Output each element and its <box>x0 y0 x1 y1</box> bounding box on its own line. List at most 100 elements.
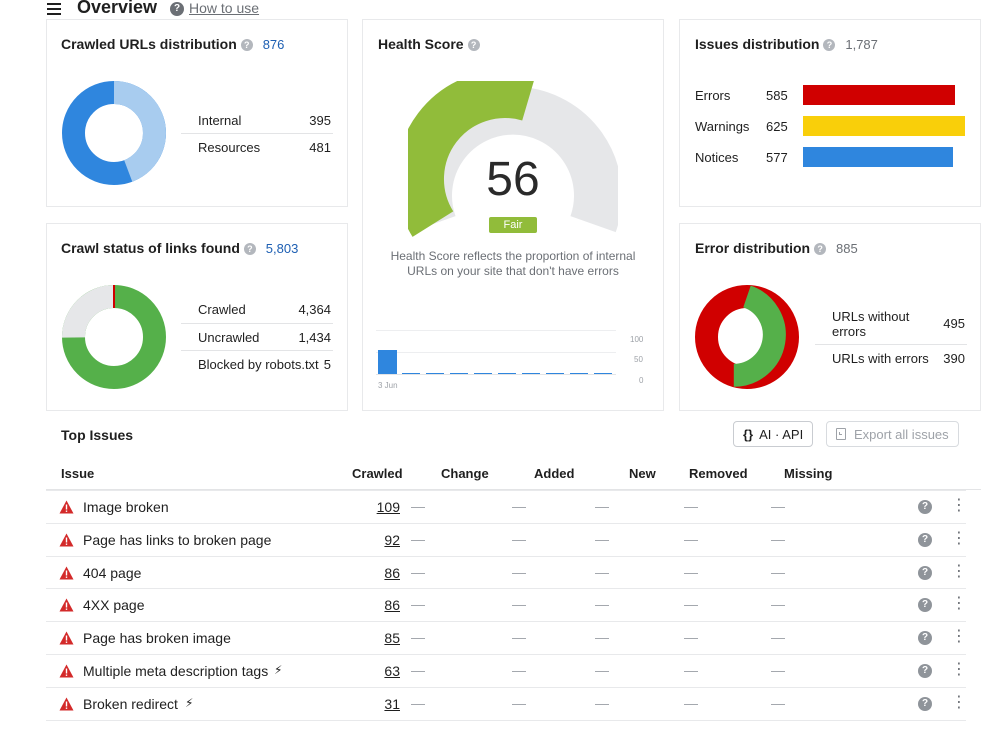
crawled-count-link[interactable]: 31 <box>384 695 400 712</box>
table-row[interactable]: Page has broken image 85 — — — — —? ⋮ <box>46 621 967 654</box>
how-to-use-link[interactable]: How to use <box>189 0 260 16</box>
help-icon[interactable]: ? <box>918 696 932 711</box>
legend-label-urls-with-errors: URLs with errors <box>832 351 929 366</box>
column-added[interactable]: Added <box>534 466 575 481</box>
warnings-label: Warnings <box>695 119 750 134</box>
empty-cell: — <box>411 498 425 514</box>
help-icon[interactable]: ? <box>918 565 932 580</box>
more-options-icon[interactable]: ⋮ <box>951 693 967 711</box>
health-date-label: 3 Jun <box>378 381 398 390</box>
table-row[interactable]: Page has links to broken page 92 — — — — —? ⋮ <box>46 522 967 556</box>
warnings-count[interactable]: 625 <box>766 119 788 134</box>
empty-cell: — <box>411 629 425 646</box>
crawled-count-link[interactable]: 92 <box>384 531 400 548</box>
warning-icon <box>59 500 74 514</box>
table-row[interactable]: 404 page 86 — — — — —? ⋮ <box>46 555 967 589</box>
issue-name[interactable]: Page has broken image <box>83 630 231 647</box>
help-icon[interactable]: ? <box>467 39 480 51</box>
table-row[interactable]: Broken redirect ⚡︎ 31 — — — — —? ⋮ <box>46 686 967 720</box>
export-all-issues-button[interactable]: Export all issues <box>826 421 959 447</box>
crawled-count-link[interactable]: 85 <box>384 630 400 647</box>
empty-cell: — <box>595 629 609 646</box>
empty-cell: — <box>684 498 698 514</box>
legend-value-internal[interactable]: 395 <box>309 113 331 128</box>
more-options-icon[interactable]: ⋮ <box>951 661 967 678</box>
empty-cell: — <box>771 596 785 613</box>
column-issue: Issue <box>61 466 95 481</box>
empty-cell: — <box>595 563 609 580</box>
warning-icon <box>59 631 74 645</box>
help-icon[interactable]: ? <box>918 598 932 613</box>
help-icon[interactable]: ? <box>170 2 184 16</box>
help-icon[interactable]: ? <box>243 243 256 255</box>
more-options-icon[interactable]: ⋮ <box>951 628 967 646</box>
more-options-icon[interactable]: ⋮ <box>951 562 967 580</box>
issues-distribution-total: 1,787 <box>845 37 878 52</box>
legend-label-blocked: Blocked by robots.txt <box>198 357 319 372</box>
more-options-icon[interactable]: ⋮ <box>951 529 967 547</box>
help-icon[interactable]: ? <box>240 39 253 51</box>
table-row[interactable]: 4XX page 86 — — — — —? ⋮ <box>46 588 967 621</box>
issue-name[interactable]: Image broken <box>83 499 169 515</box>
error-distribution-total: 885 <box>836 241 858 256</box>
warning-icon <box>59 598 74 612</box>
legend-label-internal: Internal <box>198 113 242 128</box>
warning-icon <box>59 566 74 580</box>
column-missing[interactable]: Missing <box>784 466 833 481</box>
health-axis-100: 100 <box>630 335 644 344</box>
errors-count[interactable]: 585 <box>766 88 788 103</box>
errors-label: Errors <box>695 88 731 103</box>
help-icon[interactable]: ? <box>918 532 932 547</box>
health-bar-current[interactable] <box>378 350 397 374</box>
column-new[interactable]: New <box>629 466 656 481</box>
notices-bar[interactable] <box>803 147 953 167</box>
crawled-count-link[interactable]: 86 <box>384 597 400 614</box>
table-row[interactable]: Image broken 109 — — — — —? ⋮ <box>46 490 967 523</box>
health-bar-empty-row <box>402 373 616 374</box>
crawled-count-link[interactable]: 86 <box>384 564 400 581</box>
health-score-title: Health Score? <box>378 36 480 52</box>
issue-name[interactable]: 404 page <box>83 564 142 581</box>
legend-value-urls-with-errors[interactable]: 390 <box>943 351 965 366</box>
empty-cell: — <box>684 629 698 646</box>
more-options-icon[interactable]: ⋮ <box>951 497 967 514</box>
legend-label-uncrawled: Uncrawled <box>198 330 260 345</box>
help-icon[interactable]: ? <box>918 664 932 678</box>
help-icon[interactable]: ? <box>918 500 932 514</box>
more-options-icon[interactable]: ⋮ <box>951 595 967 613</box>
help-icon[interactable]: ? <box>918 631 932 646</box>
column-removed[interactable]: Removed <box>689 466 748 481</box>
help-icon[interactable]: ? <box>823 39 836 51</box>
crawled-count-link[interactable]: 109 <box>376 499 400 515</box>
ai-api-button[interactable]: {} AI · API <box>733 421 814 447</box>
issue-name[interactable]: Broken redirect <box>83 695 178 712</box>
crawled-urls-total[interactable]: 876 <box>262 37 285 52</box>
menu-icon[interactable] <box>47 3 61 15</box>
empty-cell: — <box>512 563 526 580</box>
export-icon <box>836 428 846 440</box>
issue-name[interactable]: Multiple meta description tags <box>83 663 269 679</box>
table-row[interactable]: Multiple meta description tags ⚡︎ 63 — — — — —?… <box>46 654 967 687</box>
empty-cell: — <box>771 498 785 514</box>
empty-cell: — <box>411 694 425 711</box>
legend-value-crawled[interactable]: 4,364 <box>298 302 331 317</box>
legend-value-resources[interactable]: 481 <box>309 140 331 155</box>
legend-value-blocked[interactable]: 5 <box>323 357 331 372</box>
crawl-status-total[interactable]: 5,803 <box>265 241 299 256</box>
help-icon[interactable]: ? <box>814 243 827 255</box>
column-change[interactable]: Change <box>441 466 489 481</box>
empty-cell: — <box>411 530 425 547</box>
issue-name[interactable]: Page has links to broken page <box>83 531 272 548</box>
errors-bar[interactable] <box>803 85 955 105</box>
legend-value-uncrawled[interactable]: 1,434 <box>298 330 331 345</box>
warnings-bar[interactable] <box>803 116 965 136</box>
page-title: Overview <box>77 0 158 17</box>
column-crawled[interactable]: Crawled <box>352 466 403 481</box>
legend-value-urls-without-errors[interactable]: 495 <box>943 316 965 331</box>
issue-name[interactable]: 4XX page <box>83 597 145 614</box>
empty-cell: — <box>684 563 698 580</box>
issues-distribution-title: Issues distribution? 1,787 <box>695 36 878 52</box>
crawled-count-link[interactable]: 63 <box>384 663 400 679</box>
empty-cell: — <box>684 662 698 678</box>
notices-count[interactable]: 577 <box>766 150 788 165</box>
